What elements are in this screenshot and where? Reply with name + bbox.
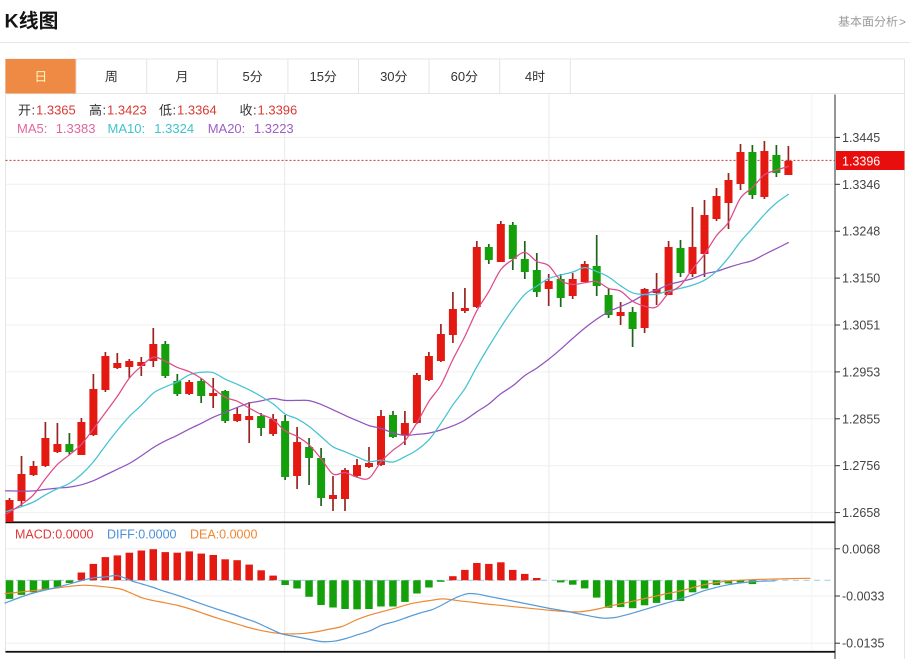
svg-text::: :: [173, 103, 177, 118]
svg-text:1.3365: 1.3365: [36, 103, 76, 118]
svg-text:3: 3: [380, 69, 387, 84]
svg-text:1.3396: 1.3396: [258, 103, 298, 118]
svg-text:0.0068: 0.0068: [842, 542, 880, 556]
svg-text:1: 1: [309, 69, 316, 84]
svg-text:1.3223: 1.3223: [254, 121, 294, 136]
svg-text:DEA:0.0000: DEA:0.0000: [190, 528, 257, 542]
svg-text:MA10:: MA10:: [108, 121, 146, 136]
svg-text::: :: [32, 103, 36, 118]
svg-text::: :: [103, 103, 107, 118]
svg-text:-0.0135: -0.0135: [842, 637, 884, 651]
svg-text:1.2855: 1.2855: [842, 412, 880, 426]
svg-text:1.3051: 1.3051: [842, 319, 880, 333]
svg-text:1.3324: 1.3324: [154, 121, 194, 136]
svg-text:1.2953: 1.2953: [842, 365, 880, 379]
svg-text:1.3248: 1.3248: [842, 225, 880, 239]
svg-text:MA20:: MA20:: [208, 121, 246, 136]
svg-text:1.3150: 1.3150: [842, 272, 880, 286]
svg-text:1.2756: 1.2756: [842, 459, 880, 473]
svg-text:1.3383: 1.3383: [56, 121, 96, 136]
svg-text:4: 4: [525, 69, 532, 84]
svg-text:DIFF:0.0000: DIFF:0.0000: [107, 528, 177, 542]
svg-text:1.3364: 1.3364: [177, 103, 217, 118]
svg-text:1.3423: 1.3423: [107, 103, 147, 118]
svg-text:K: K: [5, 11, 19, 33]
svg-text::: :: [253, 103, 257, 118]
svg-text:1.3346: 1.3346: [842, 178, 880, 192]
svg-text:>: >: [899, 15, 906, 29]
svg-text:0: 0: [387, 69, 394, 84]
svg-text:1.2658: 1.2658: [842, 506, 880, 520]
svg-text:5: 5: [242, 69, 249, 84]
svg-text:1.3445: 1.3445: [842, 131, 880, 145]
svg-text:-0.0033: -0.0033: [842, 590, 884, 604]
svg-text:MA5:: MA5:: [17, 121, 47, 136]
svg-text:6: 6: [451, 69, 458, 84]
svg-text:1.3396: 1.3396: [842, 154, 880, 168]
svg-text:5: 5: [317, 69, 324, 84]
svg-text:MACD:0.0000: MACD:0.0000: [15, 528, 94, 542]
svg-text:0: 0: [458, 69, 465, 84]
